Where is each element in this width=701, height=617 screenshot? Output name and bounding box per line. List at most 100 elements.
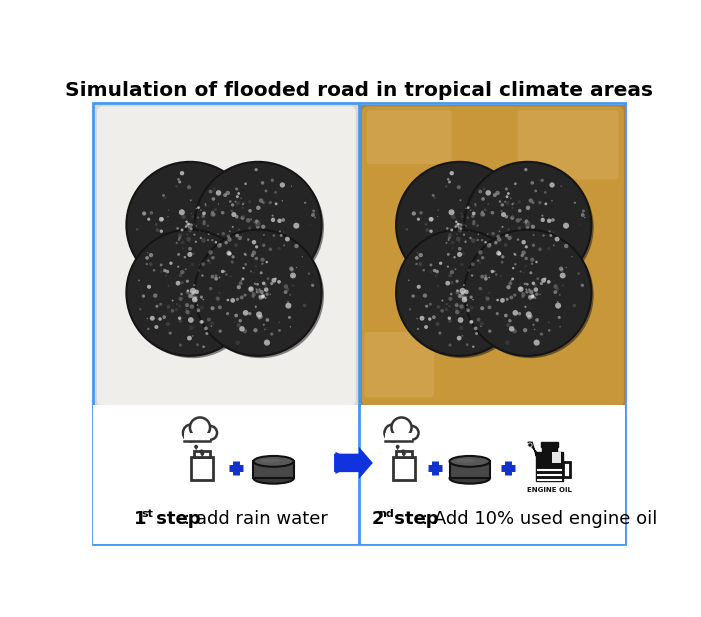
Circle shape (284, 284, 288, 289)
Circle shape (196, 304, 198, 306)
Circle shape (485, 297, 489, 299)
Circle shape (255, 223, 259, 227)
Circle shape (517, 238, 519, 241)
Circle shape (258, 221, 260, 222)
Circle shape (464, 289, 469, 294)
Circle shape (458, 225, 461, 227)
Circle shape (463, 223, 465, 226)
Circle shape (541, 278, 546, 283)
Circle shape (195, 241, 197, 243)
Circle shape (236, 195, 239, 198)
Circle shape (558, 316, 561, 319)
Circle shape (192, 297, 198, 302)
Circle shape (269, 294, 271, 295)
Circle shape (458, 294, 462, 298)
Circle shape (464, 241, 467, 243)
Circle shape (261, 295, 265, 299)
Ellipse shape (254, 473, 294, 484)
Circle shape (149, 262, 153, 266)
Circle shape (534, 297, 536, 299)
Circle shape (573, 202, 576, 204)
Circle shape (491, 211, 494, 215)
Circle shape (533, 339, 540, 346)
Circle shape (163, 196, 166, 199)
Circle shape (482, 188, 486, 191)
Circle shape (398, 232, 526, 358)
Circle shape (207, 318, 211, 321)
Circle shape (445, 281, 450, 286)
FancyBboxPatch shape (360, 105, 625, 405)
Circle shape (514, 254, 517, 256)
Circle shape (562, 284, 564, 286)
Circle shape (541, 217, 544, 219)
Circle shape (217, 243, 222, 248)
Circle shape (285, 237, 290, 241)
Circle shape (240, 197, 242, 199)
Circle shape (409, 308, 411, 310)
Circle shape (471, 238, 475, 243)
Circle shape (430, 217, 434, 221)
Circle shape (398, 164, 526, 291)
Polygon shape (402, 453, 405, 457)
Circle shape (433, 196, 436, 199)
Circle shape (216, 297, 220, 300)
Circle shape (486, 297, 489, 300)
Circle shape (506, 323, 510, 327)
Circle shape (161, 217, 164, 221)
Circle shape (528, 295, 531, 297)
Circle shape (268, 201, 272, 204)
Circle shape (563, 223, 569, 229)
Circle shape (208, 233, 210, 235)
Circle shape (196, 308, 198, 310)
Circle shape (519, 270, 522, 273)
Circle shape (210, 275, 215, 278)
Text: st: st (141, 510, 153, 520)
FancyBboxPatch shape (365, 332, 434, 397)
Text: nd: nd (379, 510, 394, 520)
Circle shape (507, 192, 510, 195)
Circle shape (215, 277, 218, 281)
Circle shape (201, 238, 206, 243)
Circle shape (221, 211, 224, 215)
Circle shape (178, 233, 182, 237)
Circle shape (480, 306, 484, 310)
Circle shape (180, 293, 183, 296)
Circle shape (528, 443, 532, 447)
Circle shape (311, 213, 315, 217)
Circle shape (250, 270, 252, 273)
Circle shape (226, 251, 231, 255)
Circle shape (147, 218, 150, 221)
Circle shape (469, 230, 470, 231)
Circle shape (533, 283, 536, 287)
Circle shape (496, 234, 500, 238)
Circle shape (571, 256, 573, 257)
Circle shape (444, 308, 448, 311)
Circle shape (472, 212, 475, 215)
Circle shape (510, 197, 512, 199)
Circle shape (235, 215, 238, 218)
Circle shape (236, 234, 239, 236)
Circle shape (283, 244, 285, 246)
Circle shape (248, 286, 254, 292)
Circle shape (511, 278, 514, 280)
Circle shape (186, 224, 188, 226)
Circle shape (228, 250, 229, 252)
Circle shape (222, 232, 225, 236)
Circle shape (450, 281, 454, 284)
Circle shape (481, 239, 483, 241)
Circle shape (138, 280, 140, 281)
Circle shape (524, 168, 527, 172)
Circle shape (179, 273, 182, 277)
Circle shape (488, 292, 490, 294)
Circle shape (162, 194, 165, 197)
Circle shape (429, 302, 432, 306)
Circle shape (480, 212, 484, 217)
Circle shape (477, 225, 479, 227)
Circle shape (218, 305, 222, 309)
Circle shape (211, 210, 215, 213)
FancyBboxPatch shape (95, 105, 358, 405)
Circle shape (216, 190, 222, 196)
Circle shape (207, 259, 210, 262)
Circle shape (442, 300, 444, 302)
Circle shape (254, 265, 257, 268)
